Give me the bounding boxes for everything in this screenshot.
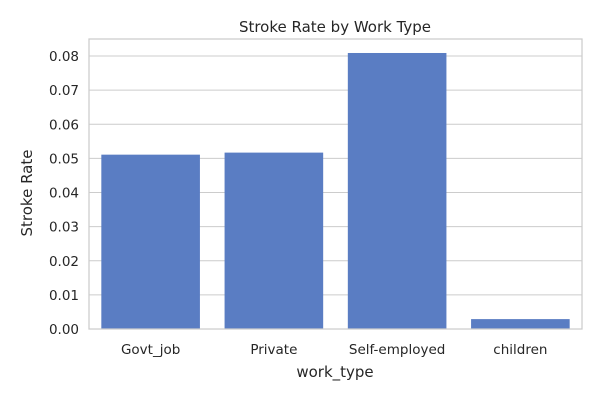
bar-private	[224, 152, 324, 329]
x-tick-label: Self-employed	[349, 342, 445, 358]
y-tick-label: 0.08	[49, 49, 79, 65]
y-tick-label: 0.04	[49, 186, 79, 202]
bar-govt-job	[101, 154, 200, 329]
y-axis-label: Stroke Rate	[18, 150, 36, 237]
bar-children	[471, 319, 570, 329]
y-tick-labels: 0.00 0.01 0.02 0.03 0.04 0.05 0.06 0.07 0.08	[49, 49, 79, 338]
y-tick-label: 0.01	[49, 288, 79, 304]
plot-frame	[88, 38, 583, 330]
y-tick-label: 0.00	[49, 322, 79, 338]
x-tick-labels: Govt_job Private Self-employed children	[121, 342, 548, 358]
y-tick-label: 0.03	[49, 220, 79, 236]
y-tick-label: 0.02	[49, 254, 79, 270]
y-tick-label: 0.06	[49, 117, 79, 133]
x-axis-label: work_type	[296, 363, 373, 382]
x-tick-label: Govt_job	[121, 342, 180, 358]
bar-self-employed	[347, 52, 447, 330]
x-tick-label: Private	[250, 342, 297, 358]
y-tick-label: 0.05	[49, 151, 79, 167]
chart-title: Stroke Rate by Work Type	[239, 18, 431, 36]
bars-layer	[101, 52, 570, 330]
y-tick-label: 0.07	[49, 83, 79, 99]
x-tick-label: children	[493, 342, 547, 358]
